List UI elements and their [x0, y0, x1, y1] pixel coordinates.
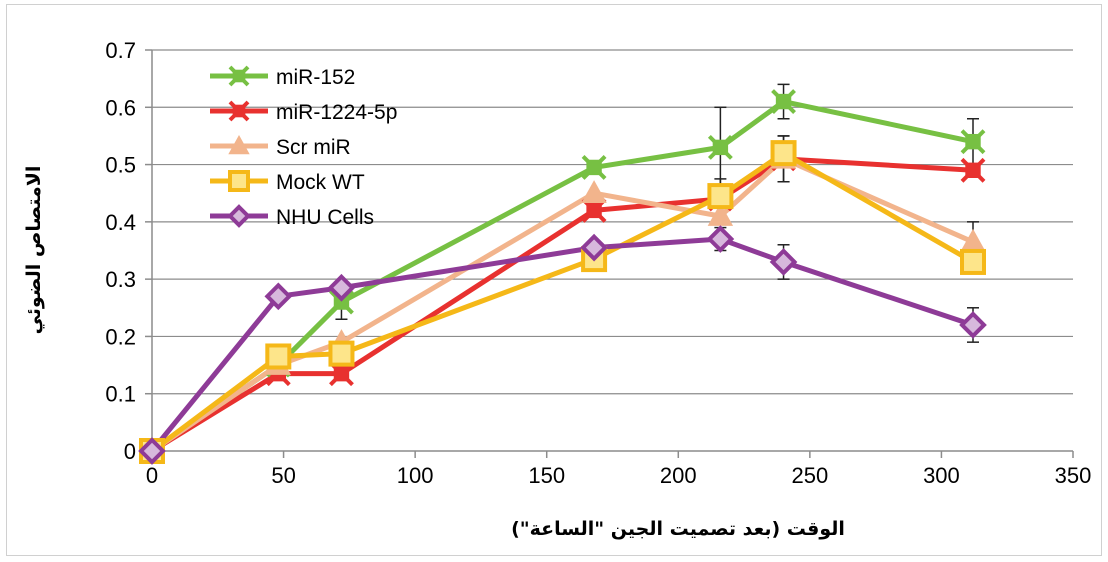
point-nhu-cells — [264, 282, 293, 311]
y-tick-label: 0.6 — [105, 95, 136, 120]
y-tick-label: 0.4 — [105, 210, 136, 235]
x-tick-label: 250 — [791, 463, 828, 488]
point-nhu-cells — [138, 437, 166, 465]
point-mir-1224-5p — [960, 157, 986, 183]
error-bars — [272, 83, 980, 369]
x-tick-label: 0 — [146, 463, 158, 488]
tick-labels: 0 0.1 0.2 0.3 0.4 0.5 0.6 0.7 0 50 100 150 200 250 300… — [105, 38, 1091, 488]
legend-marker-mir-152 — [228, 65, 250, 87]
x-tick-label: 300 — [923, 463, 960, 488]
y-axis-title: الامتصاص الضوئي — [23, 166, 45, 335]
point-mir-152 — [960, 129, 986, 155]
y-tick-label: 0.2 — [105, 324, 136, 349]
point-mock-wt — [328, 340, 355, 367]
x-axis-title: الوقت (بعد تصميت الجين "الساعة") — [511, 518, 845, 540]
legend-marker-mock-wt — [228, 170, 250, 192]
legend-label-nhu-cells: NHU Cells — [276, 206, 374, 229]
y-tick-label: 0.7 — [105, 38, 136, 63]
point-mir-1224-5p — [581, 197, 607, 223]
y-tick-label: 0.1 — [105, 382, 136, 407]
legend-label-mir-1224-5p: miR-1224-5p — [276, 101, 397, 124]
y-tick-label: 0 — [124, 439, 136, 464]
point-nhu-cells — [580, 233, 608, 262]
point-nhu-cells — [959, 311, 987, 339]
legend-label-mock-wt: Mock WT — [276, 171, 365, 194]
legend-marker-nhu-cells — [227, 204, 251, 228]
legend-label-scr-mir: Scr miR — [276, 136, 351, 159]
legend: miR-152 miR-1224-5p Scr miR Mock WT NHU Cell… — [210, 65, 397, 229]
x-tick-label: 200 — [660, 463, 697, 488]
legend-marker-mir-1224-5p — [228, 100, 250, 122]
point-mir-152 — [581, 155, 607, 180]
x-tick-label: 50 — [271, 463, 295, 488]
point-nhu-cells — [706, 225, 735, 253]
point-mock-wt — [770, 140, 797, 167]
legend-marker-scr-mir — [228, 134, 250, 155]
x-tick-label: 100 — [397, 463, 434, 488]
point-mock-wt — [960, 248, 987, 275]
y-tick-label: 0.3 — [105, 267, 136, 292]
point-mock-wt — [707, 183, 734, 210]
x-tick-label: 150 — [528, 463, 565, 488]
point-nhu-cells — [327, 273, 356, 302]
legend-label-mir-152: miR-152 — [276, 66, 355, 89]
point-scr-mir — [707, 203, 734, 226]
point-scr-mir — [581, 180, 607, 204]
chart-frame — [6, 4, 1102, 556]
point-nhu-cells — [769, 248, 798, 276]
point-mir-152 — [771, 89, 796, 114]
point-mock-wt — [265, 343, 292, 370]
x-tick-label: 350 — [1055, 463, 1092, 488]
point-mir-152 — [707, 134, 733, 160]
y-tick-label: 0.5 — [105, 153, 136, 178]
point-mir-152 — [329, 289, 354, 315]
series-markers — [138, 89, 987, 465]
